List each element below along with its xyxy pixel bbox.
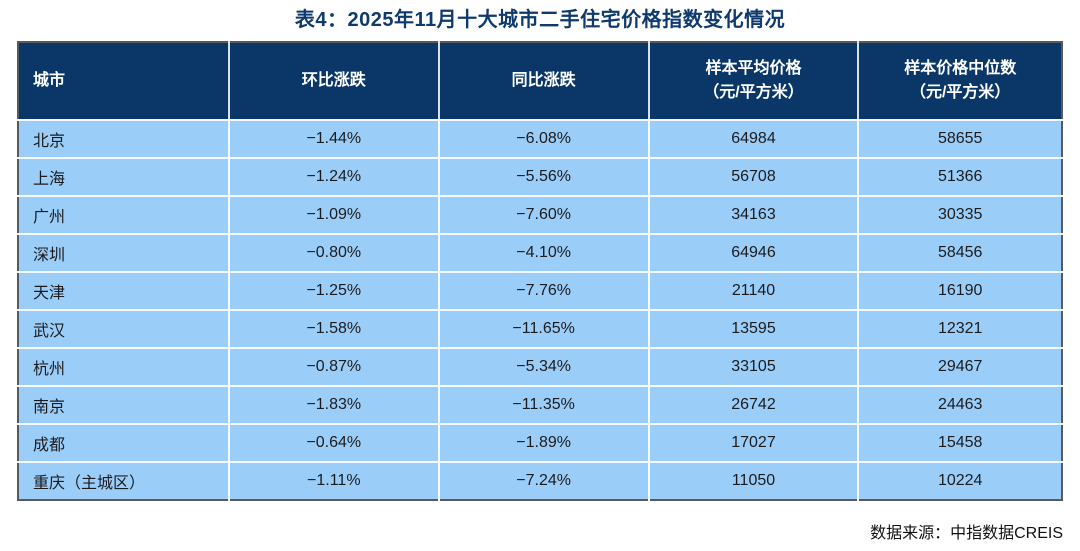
cell-median_price: 29467 xyxy=(858,348,1062,387)
cell-city: 成都 xyxy=(18,424,230,463)
column-header-mom: 环比涨跌 xyxy=(228,42,440,121)
column-header-unit: （元/平方米） xyxy=(703,84,804,101)
cell-mom: −1.44% xyxy=(228,120,440,159)
cell-yoy: −6.08% xyxy=(438,120,650,159)
cell-avg_price: 13595 xyxy=(648,310,860,349)
table-row: 杭州 −0.87% −5.34% 33105 29467 xyxy=(18,348,1062,387)
cell-median_price: 10224 xyxy=(858,462,1062,500)
table-header: 城市 环比涨跌 同比涨跌 样本平均价格 （元/平方米） 样本价格中位数 （元/平 xyxy=(18,42,1062,121)
cell-yoy: −7.24% xyxy=(438,462,650,500)
cell-mom: −0.80% xyxy=(228,234,440,273)
data-source-note: 数据来源：中指数据CREIS xyxy=(870,525,1063,542)
column-header-median-price: 样本价格中位数 （元/平方米） xyxy=(858,42,1062,121)
column-header-label: 样本平均价格 xyxy=(705,60,802,77)
cell-avg_price: 64984 xyxy=(648,120,860,159)
cell-yoy: −5.56% xyxy=(438,158,650,197)
cell-city: 上海 xyxy=(18,158,230,197)
column-header-city: 城市 xyxy=(18,42,230,121)
cell-yoy: −1.89% xyxy=(438,424,650,463)
cell-median_price: 15458 xyxy=(858,424,1062,463)
cell-city: 武汉 xyxy=(18,310,230,349)
cell-city: 杭州 xyxy=(18,348,230,387)
cell-yoy: −11.65% xyxy=(438,310,650,349)
cell-city: 广州 xyxy=(18,196,230,235)
column-header-label: 样本价格中位数 xyxy=(904,60,1017,77)
cell-city: 重庆（主城区） xyxy=(18,462,230,500)
cell-mom: −1.58% xyxy=(228,310,440,349)
cell-median_price: 58456 xyxy=(858,234,1062,273)
cell-city: 天津 xyxy=(18,272,230,311)
cell-avg_price: 21140 xyxy=(648,272,860,311)
header-row: 城市 环比涨跌 同比涨跌 样本平均价格 （元/平方米） 样本价格中位数 （元/平 xyxy=(18,42,1062,121)
cell-median_price: 30335 xyxy=(858,196,1062,235)
cell-city: 深圳 xyxy=(18,234,230,273)
table-row: 成都 −0.64% −1.89% 17027 15458 xyxy=(18,424,1062,463)
cell-mom: −0.87% xyxy=(228,348,440,387)
table-row: 南京 −1.83% −11.35% 26742 24463 xyxy=(18,386,1062,425)
cell-median_price: 51366 xyxy=(858,158,1062,197)
table-row: 北京 −1.44% −6.08% 64984 58655 xyxy=(18,120,1062,159)
cell-city: 北京 xyxy=(18,120,230,159)
cell-avg_price: 33105 xyxy=(648,348,860,387)
cell-median_price: 24463 xyxy=(858,386,1062,425)
cell-mom: −1.11% xyxy=(228,462,440,500)
table-body: 北京 −1.44% −6.08% 64984 58655 上海 −1.24% −5.56% 56… xyxy=(18,120,1062,500)
cell-avg_price: 34163 xyxy=(648,196,860,235)
cell-median_price: 16190 xyxy=(858,272,1062,311)
cell-yoy: −7.76% xyxy=(438,272,650,311)
cell-avg_price: 11050 xyxy=(648,462,860,500)
column-header-yoy: 同比涨跌 xyxy=(438,42,650,121)
table-row: 武汉 −1.58% −11.65% 13595 12321 xyxy=(18,310,1062,349)
column-header-label: 环比涨跌 xyxy=(301,72,366,89)
column-header-avg-price: 样本平均价格 （元/平方米） xyxy=(648,42,860,121)
cell-yoy: −11.35% xyxy=(438,386,650,425)
cell-median_price: 12321 xyxy=(858,310,1062,349)
column-header-label: 城市 xyxy=(33,72,66,89)
table-title: 表4：2025年11月十大城市二手住宅价格指数变化情况 xyxy=(294,9,786,31)
cell-yoy: −4.10% xyxy=(438,234,650,273)
price-table-container: 城市 环比涨跌 同比涨跌 样本平均价格 （元/平方米） 样本价格中位数 （元/平 xyxy=(17,41,1063,501)
cell-city: 南京 xyxy=(18,386,230,425)
cell-mom: −1.09% xyxy=(228,196,440,235)
cell-yoy: −7.60% xyxy=(438,196,650,235)
cell-mom: −0.64% xyxy=(228,424,440,463)
cell-median_price: 58655 xyxy=(858,120,1062,159)
table-row: 广州 −1.09% −7.60% 34163 30335 xyxy=(18,196,1062,235)
column-header-label: 同比涨跌 xyxy=(511,72,576,89)
cell-avg_price: 26742 xyxy=(648,386,860,425)
cell-avg_price: 56708 xyxy=(648,158,860,197)
cell-avg_price: 17027 xyxy=(648,424,860,463)
cell-mom: −1.83% xyxy=(228,386,440,425)
cell-mom: −1.24% xyxy=(228,158,440,197)
table-row: 天津 −1.25% −7.76% 21140 16190 xyxy=(18,272,1062,311)
column-header-unit: （元/平方米） xyxy=(909,84,1011,101)
cell-yoy: −5.34% xyxy=(438,348,650,387)
table-row: 上海 −1.24% −5.56% 56708 51366 xyxy=(18,158,1062,197)
table-row: 重庆（主城区） −1.11% −7.24% 11050 10224 xyxy=(18,462,1062,500)
table-row: 深圳 −0.80% −4.10% 64946 58456 xyxy=(18,234,1062,273)
city-price-table: 城市 环比涨跌 同比涨跌 样本平均价格 （元/平方米） 样本价格中位数 （元/平 xyxy=(17,41,1063,501)
cell-avg_price: 64946 xyxy=(648,234,860,273)
cell-mom: −1.25% xyxy=(228,272,440,311)
